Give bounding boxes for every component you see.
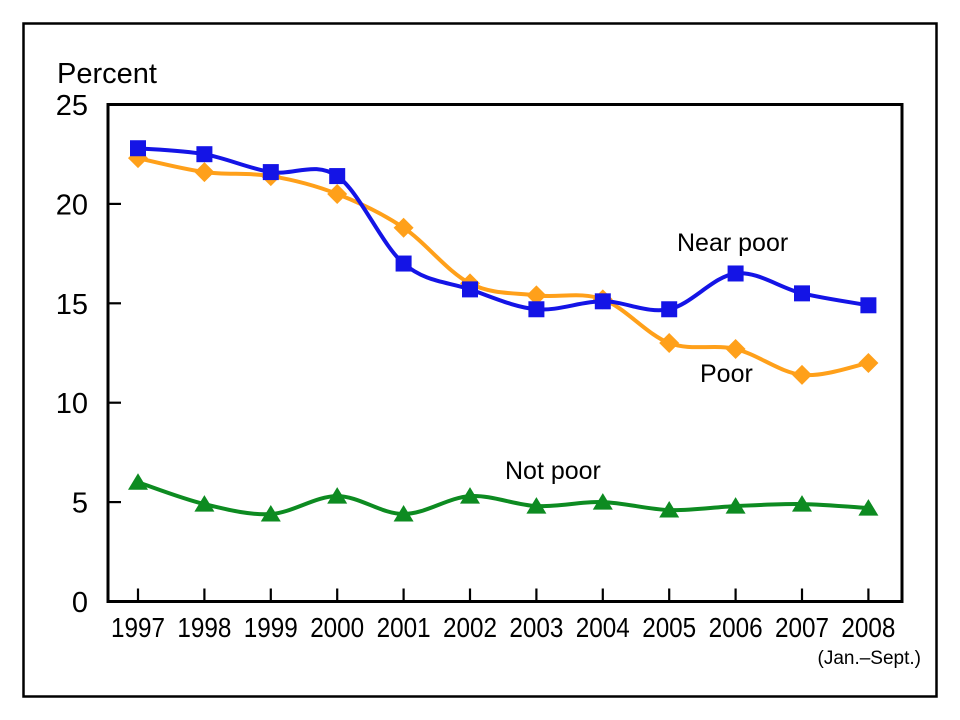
marker-not-poor-2008 <box>858 499 879 516</box>
marker-poor-2005 <box>659 333 680 354</box>
marker-near-poor-1997 <box>130 140 146 157</box>
y-tick-label-20: 20 <box>56 189 88 221</box>
x-tick-label-2007: 2007 <box>775 612 829 643</box>
y-tick-label-25: 25 <box>56 90 88 122</box>
x-tick-label-1998: 1998 <box>177 612 231 643</box>
series-line-not-poor <box>136 480 871 517</box>
x-tick-label-2002: 2002 <box>443 612 497 643</box>
marker-poor-2000 <box>327 183 348 204</box>
marker-not-poor-2001 <box>393 505 414 522</box>
chart-generated-layer: 0 5 10 15 20 25 1997 1998 1999 2000 2001 2002 2003 20… <box>22 22 938 698</box>
marker-not-poor-2004 <box>592 493 613 510</box>
y-tick-label-15: 15 <box>56 289 88 321</box>
x-tick-label-2000: 2000 <box>310 612 364 643</box>
series-label-poor: Poor <box>700 360 753 388</box>
marker-near-poor-2004 <box>594 293 611 310</box>
marker-not-poor-2003 <box>526 497 547 514</box>
x-tick-label-1999: 1999 <box>244 612 298 643</box>
marker-poor-2008 <box>858 352 879 373</box>
x-axis-note: (Jan.–Sept.) <box>818 648 922 669</box>
series-label-near-poor: Near poor <box>677 229 788 257</box>
marker-poor-1998 <box>194 162 215 183</box>
marker-not-poor-2005 <box>659 501 680 518</box>
marker-near-poor-2002 <box>462 281 478 298</box>
marker-poor-2006 <box>725 339 746 360</box>
marker-not-poor-2007 <box>792 495 812 512</box>
marker-poor-2001 <box>393 217 414 238</box>
y-tick-label-5: 5 <box>72 488 88 520</box>
plot-frame <box>106 103 904 603</box>
marker-not-poor-2002 <box>460 487 480 504</box>
marker-near-poor-2000 <box>329 168 346 185</box>
x-tick-label-1997: 1997 <box>111 612 165 643</box>
marker-near-poor-1999 <box>262 164 279 181</box>
x-tick-label-2004: 2004 <box>576 612 630 643</box>
marker-near-poor-1998 <box>196 146 213 163</box>
marker-poor-2007 <box>792 364 812 385</box>
marker-not-poor-2000 <box>327 487 348 504</box>
series-label-not-poor: Not poor <box>505 457 601 485</box>
marker-near-poor-2005 <box>661 301 678 318</box>
figure-border <box>22 22 938 698</box>
marker-not-poor-1999 <box>260 505 281 522</box>
y-tick-label-0: 0 <box>72 587 88 619</box>
y-axis-title: Percent <box>57 58 157 90</box>
x-tick-label-2003: 2003 <box>509 612 563 643</box>
marker-near-poor-2008 <box>860 297 877 314</box>
marker-not-poor-1998 <box>194 495 215 512</box>
marker-near-poor-2001 <box>395 255 412 272</box>
y-tick-label-10: 10 <box>56 388 88 420</box>
x-tick-label-2001: 2001 <box>377 612 431 643</box>
x-tick-label-2006: 2006 <box>709 612 763 643</box>
marker-not-poor-1997 <box>128 473 148 490</box>
x-tick-label-2008: 2008 <box>841 612 895 643</box>
marker-near-poor-2007 <box>794 285 810 302</box>
marker-not-poor-2006 <box>725 497 746 514</box>
marker-poor-2003 <box>526 285 547 306</box>
x-tick-label-2005: 2005 <box>642 612 696 643</box>
marker-near-poor-2003 <box>528 301 545 318</box>
marker-near-poor-2006 <box>727 265 744 282</box>
series-line-poor <box>136 156 871 378</box>
